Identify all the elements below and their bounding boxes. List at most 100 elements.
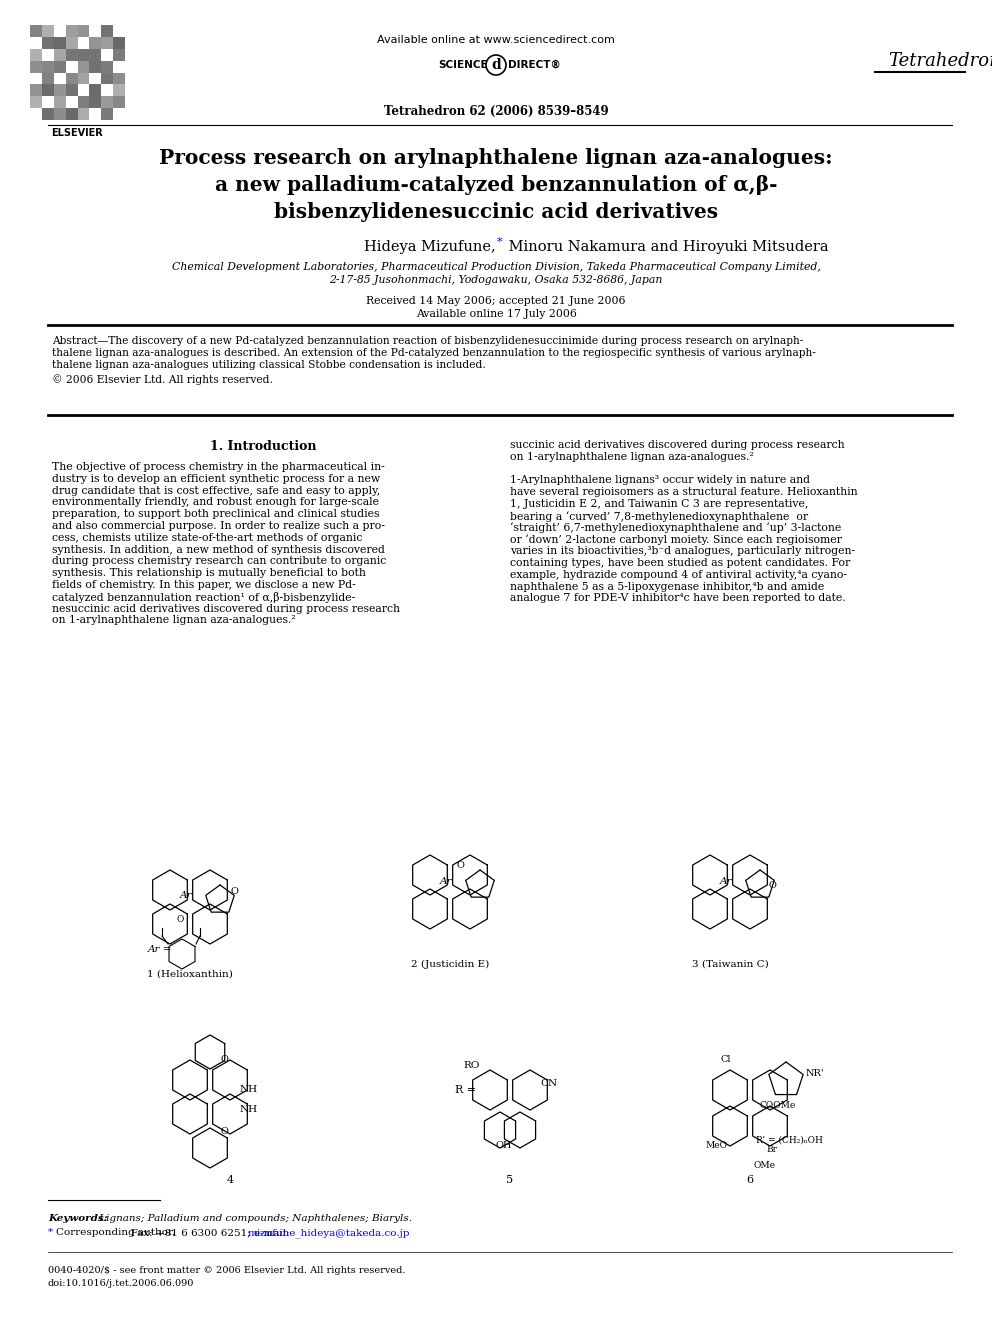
Bar xyxy=(113,97,125,108)
Text: Ar: Ar xyxy=(720,877,732,885)
Bar xyxy=(54,85,65,97)
Text: O: O xyxy=(220,1056,228,1065)
Bar xyxy=(65,85,77,97)
Text: 5: 5 xyxy=(507,1175,514,1185)
Text: 0040-4020/$ - see front matter © 2006 Elsevier Ltd. All rights reserved.: 0040-4020/$ - see front matter © 2006 El… xyxy=(48,1266,406,1275)
Bar xyxy=(42,108,54,120)
Text: NR': NR' xyxy=(806,1069,824,1078)
Bar xyxy=(101,73,113,85)
Bar xyxy=(54,49,65,61)
Text: 2 (Justicidin E): 2 (Justicidin E) xyxy=(411,960,489,970)
Text: drug candidate that is cost effective, safe and easy to apply,: drug candidate that is cost effective, s… xyxy=(52,486,380,496)
Bar xyxy=(30,61,42,73)
Bar xyxy=(77,108,89,120)
Bar xyxy=(54,61,65,73)
Bar xyxy=(65,25,77,37)
Text: The objective of process chemistry in the pharmaceutical in-: The objective of process chemistry in th… xyxy=(52,462,385,472)
Text: analogue 7 for PDE-V inhibitor⁴c have been reported to date.: analogue 7 for PDE-V inhibitor⁴c have be… xyxy=(510,594,845,603)
Text: 1 (Helioxanthin): 1 (Helioxanthin) xyxy=(147,970,233,979)
Bar xyxy=(65,73,77,85)
Text: Available online 17 July 2006: Available online 17 July 2006 xyxy=(416,310,576,319)
Text: catalyzed benzannulation reaction¹ of α,β-bisbenzylide-: catalyzed benzannulation reaction¹ of α,… xyxy=(52,591,355,603)
Text: COOMe: COOMe xyxy=(760,1102,797,1110)
Text: ‘straight’ 6,7-methylenedioxynaphthalene and ‘up’ 3-lactone: ‘straight’ 6,7-methylenedioxynaphthalene… xyxy=(510,523,841,533)
Text: succinic acid derivatives discovered during process research: succinic acid derivatives discovered dur… xyxy=(510,441,844,450)
Bar xyxy=(30,25,42,37)
Bar xyxy=(77,61,89,73)
Text: 1. Introduction: 1. Introduction xyxy=(209,441,316,452)
Bar xyxy=(42,85,54,97)
Text: preparation, to support both preclinical and clinical studies: preparation, to support both preclinical… xyxy=(52,509,380,519)
Bar xyxy=(77,25,89,37)
Text: Ar =: Ar = xyxy=(148,945,173,954)
Text: MeO: MeO xyxy=(706,1142,728,1151)
Text: varies in its bioactivities,³b⁻d analogues, particularly nitrogen-: varies in its bioactivities,³b⁻d analogu… xyxy=(510,546,855,556)
Text: NH: NH xyxy=(240,1085,258,1094)
Text: mizufune_hideya@takeda.co.jp: mizufune_hideya@takeda.co.jp xyxy=(248,1228,411,1238)
Text: Minoru Nakamura and Hiroyuki Mitsudera: Minoru Nakamura and Hiroyuki Mitsudera xyxy=(504,239,828,254)
Text: OMe: OMe xyxy=(754,1162,776,1171)
Bar xyxy=(113,73,125,85)
Text: Hideya Mizufune,: Hideya Mizufune, xyxy=(364,239,496,254)
Text: 2-17-85 Jusohonmachi, Yodogawaku, Osaka 532-8686, Japan: 2-17-85 Jusohonmachi, Yodogawaku, Osaka … xyxy=(329,275,663,284)
Text: O: O xyxy=(220,1127,228,1136)
Text: Tetrahedron 62 (2006) 8539–8549: Tetrahedron 62 (2006) 8539–8549 xyxy=(384,105,608,118)
Text: 4: 4 xyxy=(226,1175,233,1185)
Bar xyxy=(54,108,65,120)
Text: O: O xyxy=(177,916,184,923)
Text: Process research on arylnaphthalene lignan aza-analogues:: Process research on arylnaphthalene lign… xyxy=(159,148,833,168)
Bar xyxy=(42,25,54,37)
Bar xyxy=(113,37,125,49)
Bar xyxy=(89,97,101,108)
Text: OH: OH xyxy=(496,1142,512,1151)
Bar xyxy=(113,85,125,97)
Text: Lignans; Palladium and compounds; Naphthalenes; Biaryls.: Lignans; Palladium and compounds; Naphth… xyxy=(96,1215,412,1222)
Text: RO: RO xyxy=(463,1061,480,1070)
Text: *: * xyxy=(48,1228,54,1237)
Text: Cl: Cl xyxy=(721,1056,731,1065)
Bar xyxy=(30,85,42,97)
Text: DIRECT®: DIRECT® xyxy=(508,60,560,70)
Text: 6: 6 xyxy=(746,1175,754,1185)
Text: synthesis. This relationship is mutually beneficial to both: synthesis. This relationship is mutually… xyxy=(52,568,366,578)
Text: Ar: Ar xyxy=(439,877,452,885)
Text: bisbenzylidenesuccinic acid derivatives: bisbenzylidenesuccinic acid derivatives xyxy=(274,202,718,222)
Bar xyxy=(54,37,65,49)
Text: NH: NH xyxy=(240,1106,258,1114)
Text: a new palladium-catalyzed benzannulation of α,β-: a new palladium-catalyzed benzannulation… xyxy=(214,175,778,194)
Text: Br: Br xyxy=(766,1146,777,1155)
Text: bearing a ‘curved’ 7,8-methylenedioxynaphthalene  or: bearing a ‘curved’ 7,8-methylenedioxynap… xyxy=(510,511,808,521)
Text: Keywords:: Keywords: xyxy=(48,1215,107,1222)
Bar xyxy=(30,97,42,108)
Text: have several regioisomers as a structural feature. Helioxanthin: have several regioisomers as a structura… xyxy=(510,487,858,497)
Text: © 2006 Elsevier Ltd. All rights reserved.: © 2006 Elsevier Ltd. All rights reserved… xyxy=(52,374,273,385)
Text: R =: R = xyxy=(455,1085,476,1095)
Text: example, hydrazide compound 4 of antiviral activity,⁴a cyano-: example, hydrazide compound 4 of antivir… xyxy=(510,570,847,579)
Text: or ‘down’ 2-lactone carbonyl moiety. Since each regioisomer: or ‘down’ 2-lactone carbonyl moiety. Sin… xyxy=(510,534,842,545)
Text: Ar: Ar xyxy=(180,892,192,901)
Text: O: O xyxy=(768,881,776,889)
Text: and also commercial purpose. In order to realize such a pro-: and also commercial purpose. In order to… xyxy=(52,521,385,531)
Bar xyxy=(65,37,77,49)
Text: Fax: +81 6 6300 6251; e-mail:: Fax: +81 6 6300 6251; e-mail: xyxy=(56,1228,293,1237)
Bar xyxy=(77,97,89,108)
Text: Available online at www.sciencedirect.com: Available online at www.sciencedirect.co… xyxy=(377,34,615,45)
Text: nesuccinic acid derivatives discovered during process research: nesuccinic acid derivatives discovered d… xyxy=(52,603,400,614)
Text: ELSEVIER: ELSEVIER xyxy=(52,128,103,138)
Bar xyxy=(101,25,113,37)
Bar xyxy=(89,37,101,49)
Text: on 1-arylnaphthalene lignan aza-analogues.²: on 1-arylnaphthalene lignan aza-analogue… xyxy=(510,451,754,462)
Text: naphthalene 5 as a 5-lipoxygenase inhibitor,⁴b and amide: naphthalene 5 as a 5-lipoxygenase inhibi… xyxy=(510,582,824,591)
Bar xyxy=(30,49,42,61)
Text: doi:10.1016/j.tet.2006.06.090: doi:10.1016/j.tet.2006.06.090 xyxy=(48,1279,194,1289)
Text: Received 14 May 2006; accepted 21 June 2006: Received 14 May 2006; accepted 21 June 2… xyxy=(366,296,626,306)
Bar xyxy=(101,97,113,108)
Text: d: d xyxy=(491,58,501,71)
Text: cess, chemists utilize state-of-the-art methods of organic: cess, chemists utilize state-of-the-art … xyxy=(52,533,362,542)
Text: during process chemistry research can contribute to organic: during process chemistry research can co… xyxy=(52,557,386,566)
Text: containing types, have been studied as potent candidates. For: containing types, have been studied as p… xyxy=(510,558,850,568)
Bar xyxy=(54,97,65,108)
Text: on 1-arylnaphthalene lignan aza-analogues.²: on 1-arylnaphthalene lignan aza-analogue… xyxy=(52,615,296,626)
Bar xyxy=(42,37,54,49)
Bar xyxy=(65,49,77,61)
